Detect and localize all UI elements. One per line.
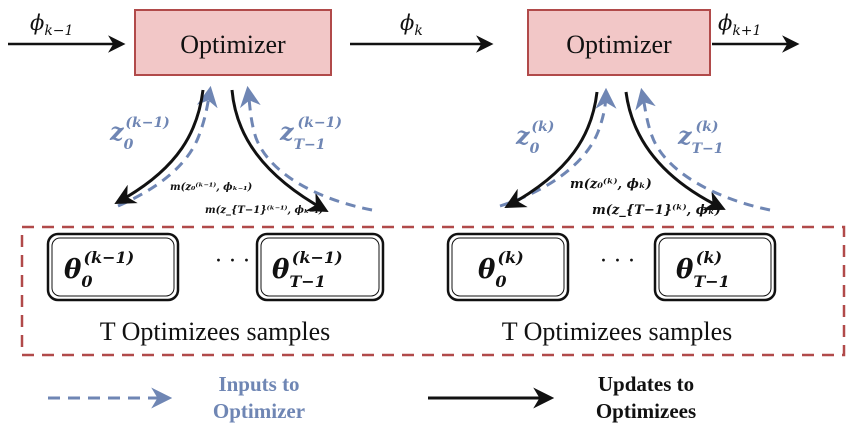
- update-arrow-theta0-right: [504, 91, 599, 209]
- z0-label-right: z0(k): [515, 119, 554, 157]
- svg-text:θT−1(k−1): θT−1(k−1): [272, 248, 343, 291]
- legend-input-text-2: Optimizer: [213, 399, 305, 423]
- update-arrow-thetaT-left: [230, 89, 329, 213]
- legend-input-text-1: Inputs to: [218, 372, 299, 396]
- update-arrow-thetaT-right: [624, 91, 726, 211]
- m-label-first-left: m(z₀⁽ᵏ⁻¹⁾, ϕₖ₋₁): [170, 182, 252, 193]
- zT-label-right: zT−1(k): [677, 119, 724, 157]
- svg-text:θT−1(k): θT−1(k): [676, 248, 730, 291]
- input-arrow-zT-right: [635, 87, 771, 212]
- input-arrow-z0-right: [499, 87, 617, 208]
- m-label-first-right: m(z₀⁽ᵏ⁾, ϕₖ): [570, 177, 652, 192]
- optimizer-box-left: Optimizer: [134, 9, 332, 76]
- input-arrow-zT-left: [239, 85, 373, 212]
- svg-text:θ0(k−1): θ0(k−1): [64, 248, 134, 291]
- zT-label-left: zT−1(k−1): [279, 115, 342, 153]
- z0-label-left: z0(k−1): [109, 115, 170, 153]
- caption-right: T Optimizees samples: [502, 317, 733, 346]
- ellipsis-right: · · ·: [600, 249, 635, 274]
- optimizer-label: Optimizer: [180, 30, 286, 59]
- ellipsis-left: · · ·: [215, 249, 250, 274]
- m-label-last-right: m(z_{T−1}⁽ᵏ⁾, ϕₖ): [592, 203, 721, 218]
- phi-left-label: ϕk−1: [30, 11, 73, 39]
- optimizer-label: Optimizer: [566, 30, 672, 59]
- phi-middle-label: ϕk: [400, 11, 423, 39]
- optimizees-group-frame: [20, 225, 846, 357]
- svg-text:θ0(k): θ0(k): [478, 248, 524, 291]
- input-arrow-z0-left: [117, 85, 218, 208]
- theta-box-last-left: θT−1(k−1): [255, 232, 385, 302]
- update-arrow-theta0-left: [114, 89, 205, 205]
- caption-left: T Optimizees samples: [100, 317, 331, 346]
- m-label-last-left: m(z_{T−1}⁽ᵏ⁻¹⁾, ϕₖ₋₁): [205, 205, 324, 216]
- optimizer-box-right: Optimizer: [527, 9, 711, 76]
- legend-update-text-1: Updates to: [598, 372, 694, 396]
- theta-box-0-right: θ0(k): [446, 232, 570, 302]
- phi-right-label: ϕk+1: [718, 11, 761, 39]
- theta-box-last-right: θT−1(k): [653, 232, 777, 302]
- theta-box-0-left: θ0(k−1): [46, 232, 180, 302]
- legend-update-text-2: Optimizees: [596, 399, 696, 423]
